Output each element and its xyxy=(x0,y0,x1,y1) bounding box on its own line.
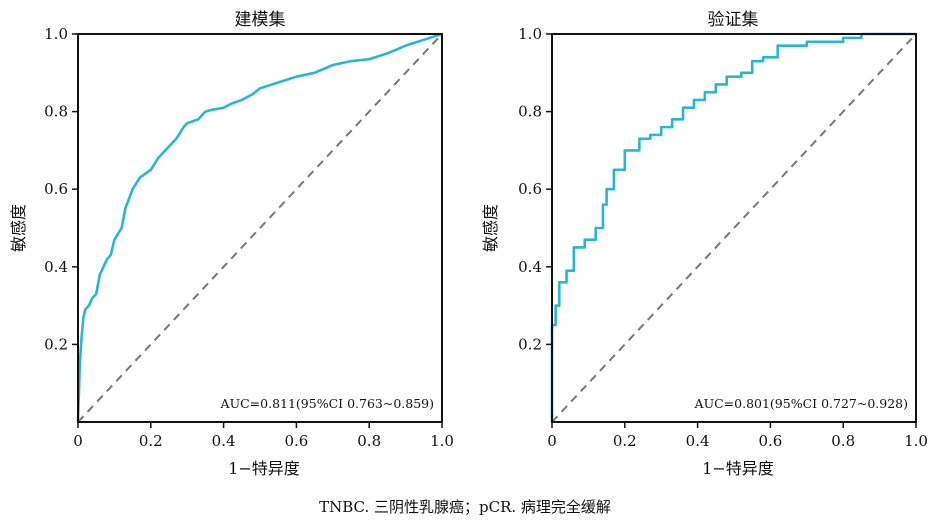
reference-diagonal xyxy=(551,33,917,423)
y-tick-label: 0.4 xyxy=(518,258,542,276)
y-tick-label: 0.8 xyxy=(44,103,68,121)
x-tick-label: 1.0 xyxy=(904,432,928,450)
x-tick-label: 0.2 xyxy=(139,432,163,450)
x-tick-label: 0.6 xyxy=(284,432,308,450)
x-tick-label: 1.0 xyxy=(430,432,454,450)
reference-diagonal xyxy=(77,33,443,423)
x-tick-label: 0.4 xyxy=(686,432,710,450)
auc-annotation: AUC=0.811(95%CI 0.763~0.859) xyxy=(220,396,434,411)
y-tick-label: 0.8 xyxy=(518,103,542,121)
y-tick-label: 0.6 xyxy=(44,180,68,198)
x-tick-label: 0.4 xyxy=(212,432,236,450)
y-tick-label: 0.2 xyxy=(44,335,68,353)
auc-annotation: AUC=0.801(95%CI 0.727~0.928) xyxy=(694,396,908,411)
plot-frame xyxy=(77,33,443,423)
figure-caption: TNBC. 三阴性乳腺癌；pCR. 病理完全缓解 xyxy=(319,498,611,516)
x-axis-label: 1−特异度 xyxy=(228,459,300,478)
y-axis-label: 敏感度 xyxy=(9,204,28,252)
y-tick-label: 1.0 xyxy=(518,25,542,43)
x-tick-label: 0.8 xyxy=(357,432,381,450)
x-axis-label: 1−特异度 xyxy=(702,459,774,478)
training-roc-panel: 建模集 0 0.2 0.4 0.6 0.8 1.0 0.2 0.4 0.6 0.8 1.0 1−特异度 敏… xyxy=(9,10,454,478)
y-tick-label: 1.0 xyxy=(44,25,68,43)
chart-title: 建模集 xyxy=(235,10,286,30)
y-tick-label: 0.4 xyxy=(44,258,68,276)
x-tick-label: 0.2 xyxy=(613,432,637,450)
y-tick-label: 0.2 xyxy=(518,335,542,353)
x-tick-label: 0.6 xyxy=(758,432,782,450)
y-axis-label: 敏感度 xyxy=(481,204,500,252)
x-tick-label: 0.8 xyxy=(831,432,855,450)
x-tick-label: 0 xyxy=(73,432,83,450)
chart-title: 验证集 xyxy=(708,10,759,30)
y-tick-label: 0.6 xyxy=(518,180,542,198)
roc-figure: 建模集 0 0.2 0.4 0.6 0.8 1.0 0.2 0.4 0.6 0.8 1.0 1−特异度 敏… xyxy=(9,10,928,478)
validation-roc-panel: 验证集 0 0.2 0.4 0.6 0.8 1.0 0.2 0.4 0.6 0.8 1.0 1−特异度 敏… xyxy=(481,10,928,478)
x-tick-label: 0 xyxy=(547,432,557,450)
roc-curve xyxy=(76,32,443,423)
plot-frame xyxy=(551,33,917,423)
roc-curve xyxy=(550,32,916,422)
